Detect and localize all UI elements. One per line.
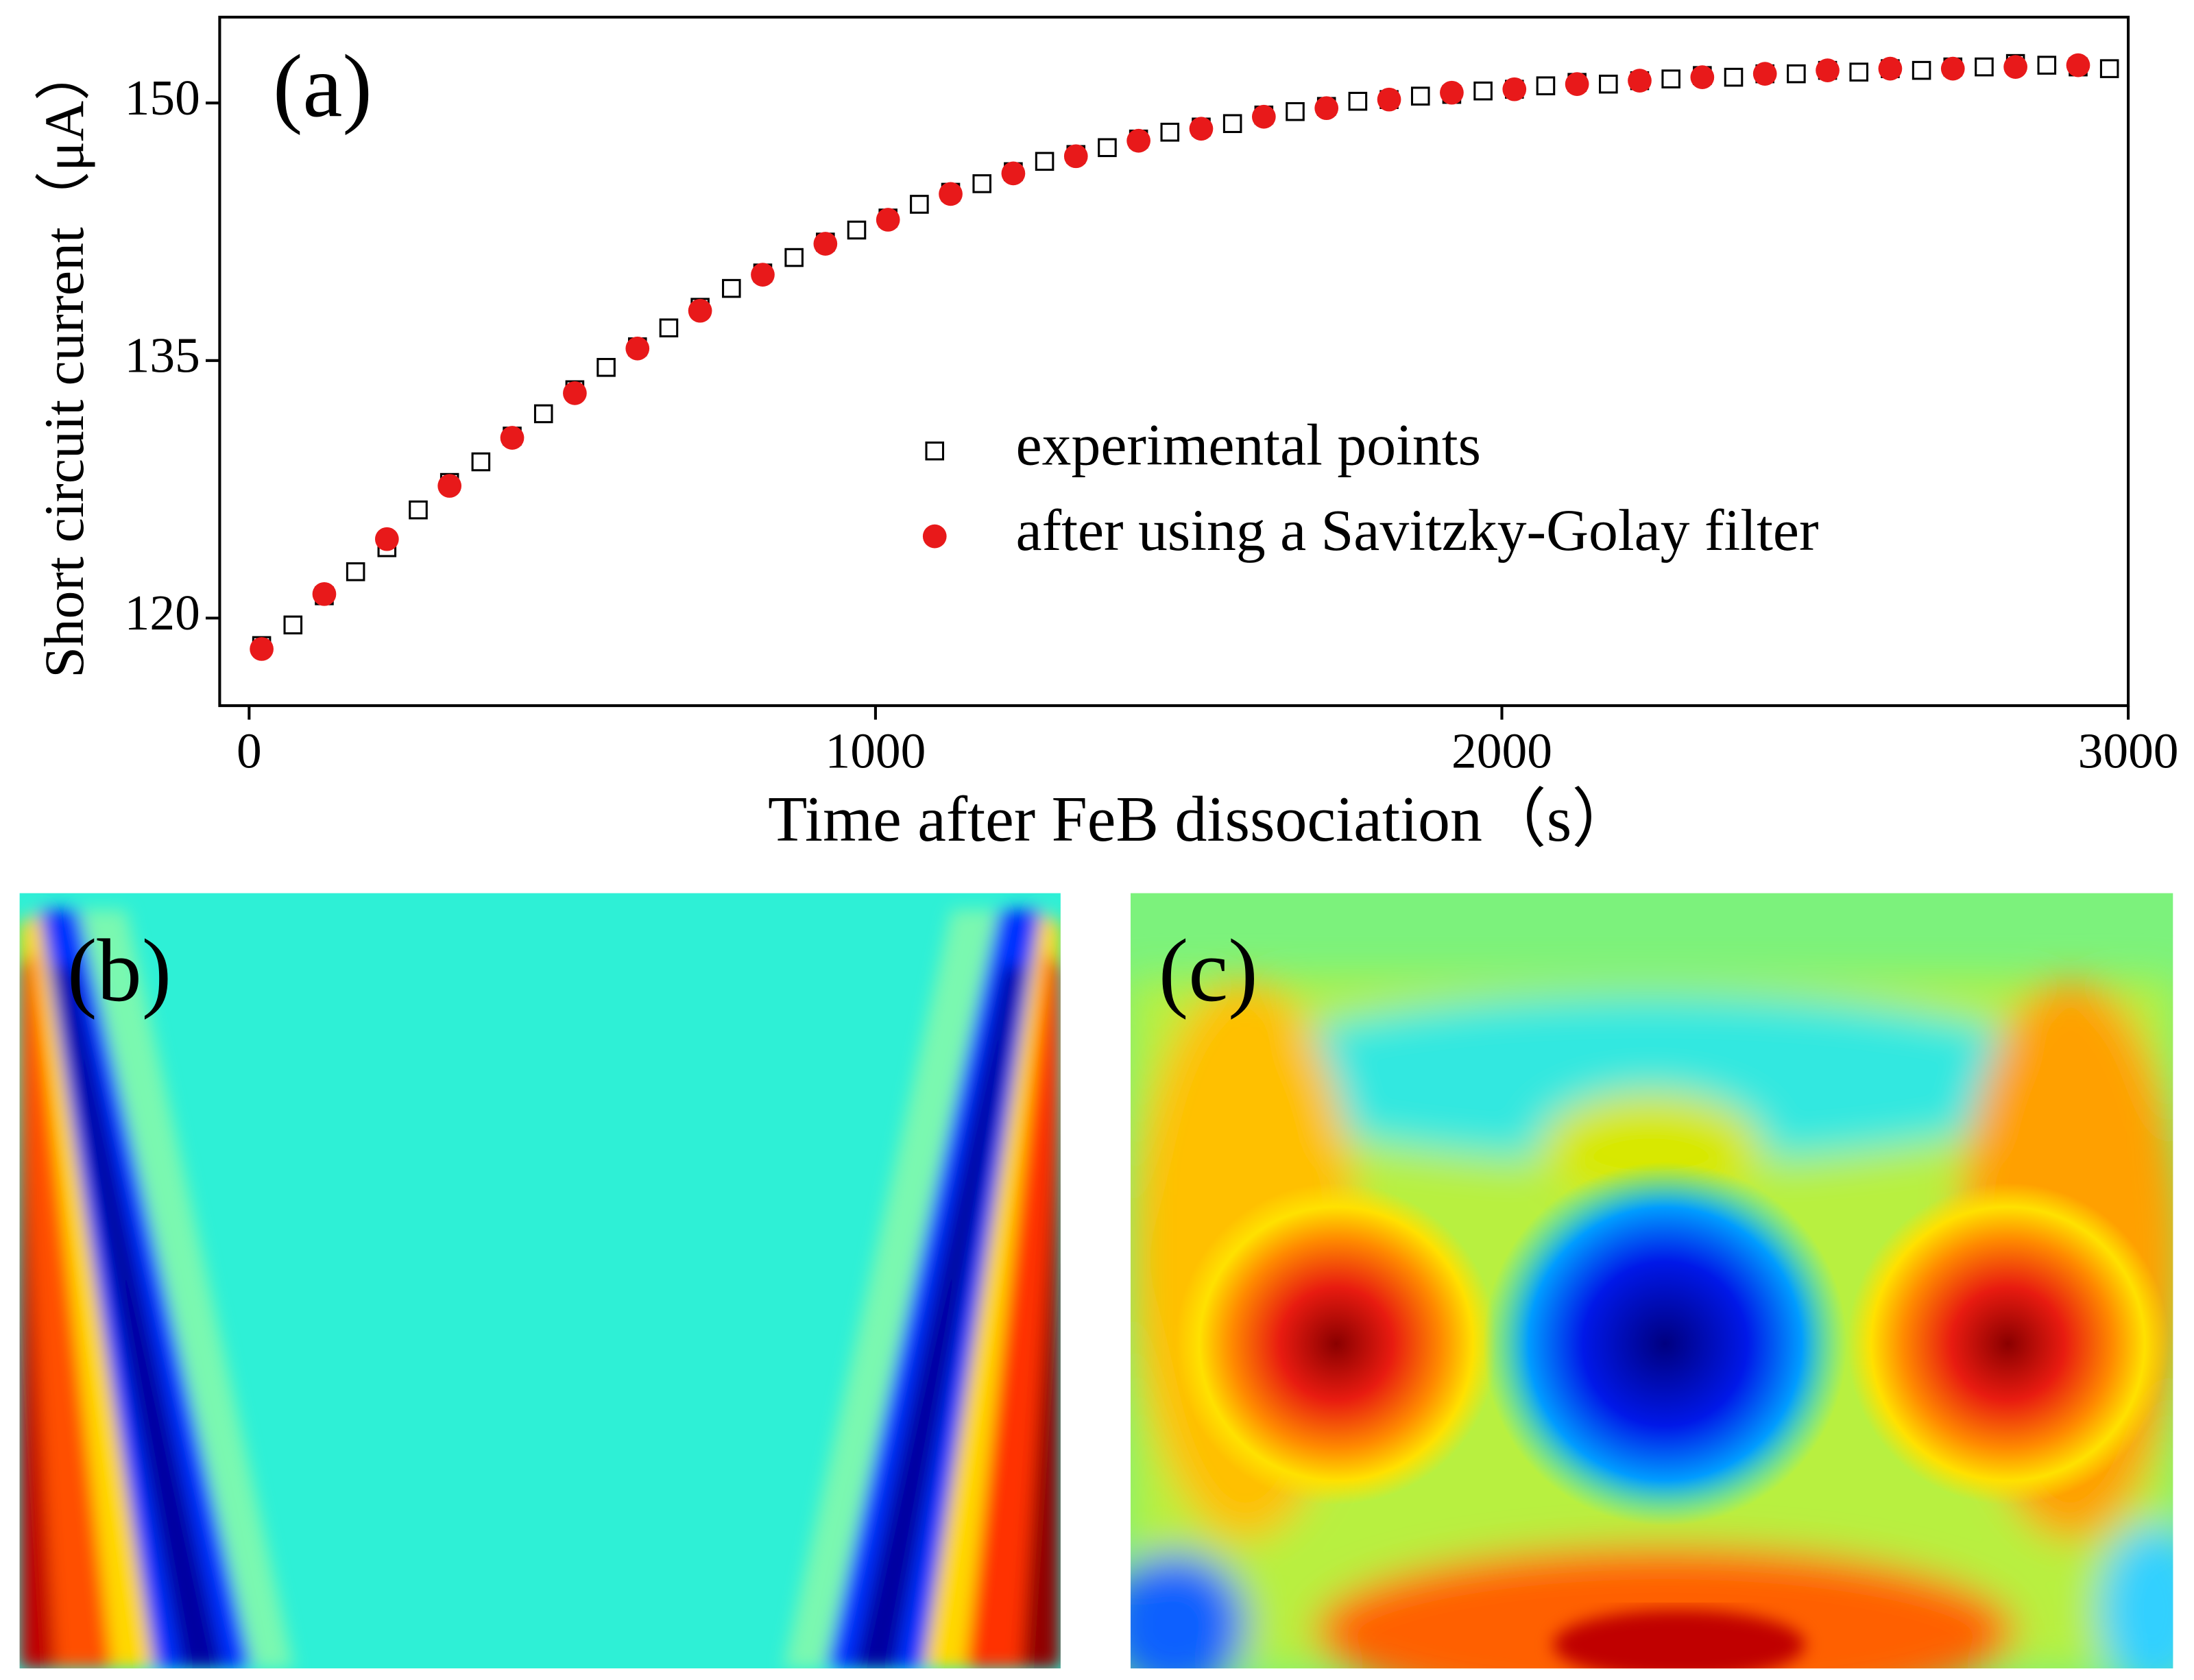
panel-label: (b) — [67, 922, 171, 1020]
data-point — [1035, 152, 1054, 171]
data-point — [1126, 128, 1150, 153]
data-point — [972, 174, 992, 193]
data-point — [1314, 96, 1339, 121]
data-point — [374, 527, 399, 551]
data-point — [1787, 64, 1806, 84]
x-tick-label: 1000 — [825, 723, 926, 778]
data-point — [346, 562, 365, 581]
data-point — [596, 358, 616, 377]
data-point — [813, 232, 838, 256]
data-point — [1251, 104, 1276, 129]
y-tick-label: 135 — [125, 328, 200, 383]
data-point — [1377, 87, 1401, 112]
data-point — [533, 404, 553, 424]
data-point — [2099, 59, 2119, 78]
x-axis-label: Time after FeB dissociation（s） — [768, 784, 1636, 855]
data-point — [1599, 74, 1618, 94]
data-point — [471, 452, 491, 472]
data-point — [1628, 69, 1652, 93]
data-point — [939, 182, 963, 206]
data-point — [1940, 56, 1965, 81]
x-tick-label: 0 — [237, 723, 262, 778]
data-point — [688, 298, 712, 323]
y-axis-label: Short circuit current（μA） — [33, 45, 95, 677]
data-point — [722, 278, 741, 298]
data-point — [1222, 114, 1242, 134]
data-point — [1410, 86, 1430, 106]
panel-label: (c) — [1159, 922, 1258, 1020]
legend-marker — [925, 441, 945, 461]
data-point — [1752, 62, 1777, 86]
data-point — [2003, 55, 2027, 79]
y-tick-label: 120 — [125, 585, 200, 640]
data-point — [2066, 53, 2090, 77]
data-point — [1001, 161, 1026, 186]
y-tick-label: 150 — [125, 70, 200, 125]
data-point — [312, 581, 337, 606]
data-point — [1473, 81, 1493, 101]
data-point — [1502, 77, 1527, 101]
data-point — [1912, 60, 1931, 80]
data-point — [1724, 67, 1744, 87]
data-point — [1536, 76, 1556, 95]
data-point — [910, 195, 929, 214]
plot-frame — [218, 15, 2130, 708]
data-point — [1690, 65, 1715, 89]
data-point — [1975, 57, 1994, 77]
data-point — [563, 381, 587, 405]
data-point — [1160, 122, 1180, 142]
data-point — [1440, 80, 1464, 105]
data-point — [1098, 138, 1117, 158]
data-point — [625, 336, 650, 361]
data-point — [500, 426, 525, 450]
legend-label: experimental points — [1016, 412, 1481, 477]
data-point — [283, 615, 303, 635]
data-point — [2037, 56, 2057, 75]
x-tick-label: 2000 — [1451, 723, 1552, 778]
data-point — [250, 637, 274, 661]
x-tick-label: 3000 — [2078, 723, 2179, 778]
data-point — [751, 263, 775, 287]
data-point — [1063, 144, 1088, 169]
data-point — [1661, 69, 1680, 88]
data-point — [1878, 56, 1903, 81]
data-point — [876, 208, 900, 232]
data-point — [409, 500, 428, 520]
data-point — [847, 220, 867, 240]
data-point — [1189, 117, 1214, 141]
heatmap-b — [19, 893, 1061, 1669]
data-point — [1348, 91, 1368, 111]
data-point — [1849, 62, 1869, 82]
data-point — [784, 248, 804, 267]
legend-marker — [922, 524, 947, 549]
legend-label: after using a Savitzky-Golay filter — [1016, 498, 1819, 563]
heatmap-c — [1130, 893, 2173, 1669]
data-point — [659, 318, 679, 337]
panel-label: (a) — [273, 37, 372, 136]
data-point — [1286, 101, 1305, 121]
data-point — [1816, 58, 1840, 82]
data-point — [437, 474, 462, 498]
data-point — [1565, 72, 1589, 97]
